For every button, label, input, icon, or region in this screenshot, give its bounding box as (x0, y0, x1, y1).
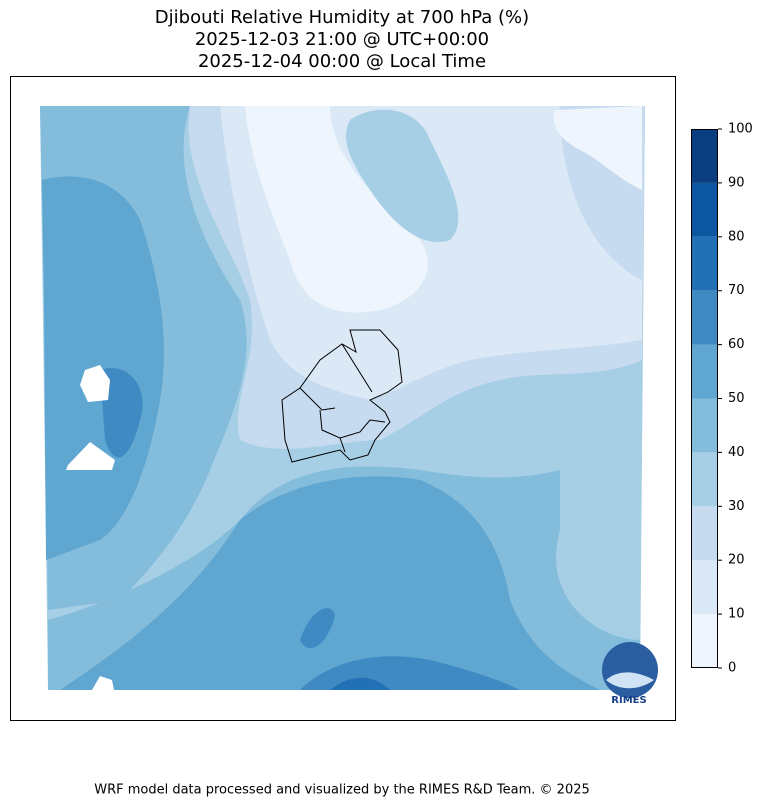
colorbar-tick-label: 40 (728, 445, 745, 460)
colorbar-tick-label: 80 (728, 229, 745, 244)
colorbar-tick-label: 30 (728, 499, 745, 514)
logo-text: RIMES (611, 695, 646, 706)
logo: RIMES (602, 642, 658, 706)
contour-60-70 (100, 368, 143, 458)
title-line: Djibouti Relative Humidity at 700 hPa (%… (155, 7, 529, 28)
logo-emblem (602, 642, 658, 698)
missing-area (80, 365, 110, 402)
colorbar-band (691, 290, 718, 345)
contour-70-80 (330, 677, 390, 690)
colorbar-tick-label: 0 (728, 661, 736, 676)
colorbar-tick-label: 60 (728, 337, 745, 352)
contour-0-10 (245, 106, 428, 313)
missing-area (66, 442, 115, 470)
contour-0-10 (553, 106, 642, 190)
colorbar-band (691, 614, 718, 668)
colorbar-tick-label: 20 (728, 553, 745, 568)
colorbar-tick-label: 100 (728, 122, 753, 137)
colorbar-band (691, 182, 718, 237)
colorbar-tick-label: 50 (728, 391, 745, 406)
colorbar: 0 10 20 30 40 50 60 70 80 90 100 (691, 122, 753, 676)
contour-60-70 (300, 608, 335, 649)
colorbar-band (691, 452, 718, 507)
footer: WRF model data processed and visualized … (94, 783, 590, 798)
title-line: 2025-12-04 00:00 @ Local Time (198, 51, 486, 72)
contour-field (40, 106, 645, 690)
logo-wave (606, 672, 654, 689)
colorbar-band (691, 344, 718, 399)
contour-50-60 (60, 476, 600, 690)
colorbar-band (691, 236, 718, 291)
missing-area (92, 676, 114, 690)
title-line: 2025-12-03 21:00 @ UTC+00:00 (195, 29, 489, 50)
country-borders (281, 329, 403, 463)
contour-30-40 (346, 109, 459, 242)
colorbar-tick-label: 70 (728, 283, 745, 298)
colorbar-band (691, 129, 718, 183)
colorbar-band (691, 398, 718, 453)
colorbar-tick-label: 10 (728, 607, 745, 622)
colorbar-band (691, 506, 718, 561)
colorbar-outline (691, 129, 718, 668)
colorbar-tick-label: 90 (728, 175, 745, 190)
colorbar-band (691, 560, 718, 615)
